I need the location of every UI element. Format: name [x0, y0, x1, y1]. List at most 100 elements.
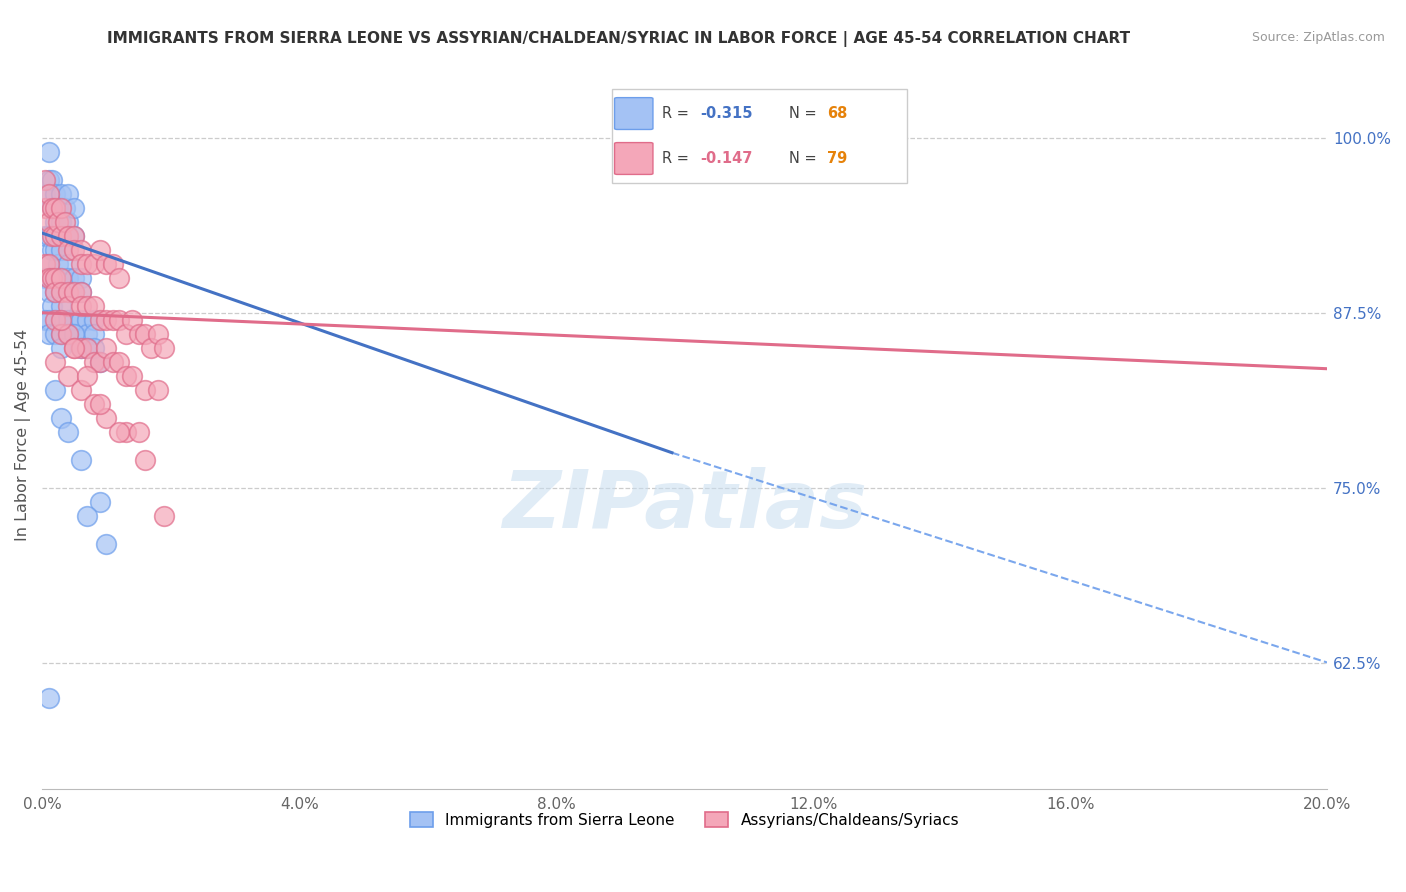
Point [38, 257, 60, 271]
Point [38, 312, 60, 326]
Point [69, 285, 91, 299]
Point [69, 270, 91, 285]
Point [141, 341, 163, 355]
Point [56, 186, 79, 201]
Point [146, 383, 169, 397]
Point [76, 326, 98, 341]
Point [51, 270, 73, 285]
Point [128, 326, 150, 341]
Point [51, 312, 73, 326]
Point [44, 326, 66, 341]
Point [56, 326, 79, 341]
Point [41, 201, 63, 215]
Point [108, 270, 131, 285]
Point [76, 312, 98, 326]
FancyBboxPatch shape [614, 143, 652, 175]
Point [44, 201, 66, 215]
Point [44, 215, 66, 229]
Point [83, 326, 105, 341]
Text: -0.315: -0.315 [700, 106, 752, 121]
Point [51, 201, 73, 215]
Point [63, 243, 86, 257]
Point [83, 341, 105, 355]
Point [108, 355, 131, 369]
Text: IMMIGRANTS FROM SIERRA LEONE VS ASSYRIAN/CHALDEAN/SYRIAC IN LABOR FORCE | AGE 45: IMMIGRANTS FROM SIERRA LEONE VS ASSYRIAN… [107, 31, 1130, 47]
Text: R =: R = [662, 106, 693, 121]
Point [46, 257, 69, 271]
Point [44, 270, 66, 285]
Point [41, 201, 63, 215]
Point [63, 341, 86, 355]
Point [96, 312, 118, 326]
Point [76, 299, 98, 313]
Point [134, 452, 156, 467]
Point [44, 312, 66, 326]
Text: -0.147: -0.147 [700, 151, 752, 166]
Point [56, 326, 79, 341]
Point [69, 341, 91, 355]
Point [114, 368, 136, 383]
Point [53, 215, 76, 229]
Point [38, 285, 60, 299]
Point [44, 243, 66, 257]
Point [63, 201, 86, 215]
Point [153, 341, 176, 355]
Point [44, 228, 66, 243]
Point [76, 508, 98, 523]
Point [44, 355, 66, 369]
Point [56, 228, 79, 243]
Text: 68: 68 [827, 106, 848, 121]
Point [69, 243, 91, 257]
Point [134, 326, 156, 341]
Point [44, 285, 66, 299]
Point [69, 299, 91, 313]
Point [34, 186, 56, 201]
Point [83, 299, 105, 313]
Point [44, 270, 66, 285]
Point [76, 341, 98, 355]
Point [41, 243, 63, 257]
Point [83, 257, 105, 271]
Point [63, 341, 86, 355]
Point [56, 228, 79, 243]
Text: Source: ZipAtlas.com: Source: ZipAtlas.com [1251, 31, 1385, 45]
Point [101, 257, 124, 271]
Point [69, 312, 91, 326]
Point [96, 536, 118, 550]
Point [89, 397, 111, 411]
Point [89, 494, 111, 508]
Point [34, 228, 56, 243]
Point [96, 341, 118, 355]
Point [56, 270, 79, 285]
Point [51, 299, 73, 313]
Point [51, 410, 73, 425]
Point [41, 173, 63, 187]
Point [69, 452, 91, 467]
Text: N =: N = [789, 151, 821, 166]
Point [38, 257, 60, 271]
Point [44, 285, 66, 299]
Point [146, 326, 169, 341]
Point [56, 243, 79, 257]
Point [76, 368, 98, 383]
Y-axis label: In Labor Force | Age 45-54: In Labor Force | Age 45-54 [15, 329, 31, 541]
Point [51, 243, 73, 257]
Point [76, 257, 98, 271]
Point [56, 299, 79, 313]
Point [108, 312, 131, 326]
Point [51, 285, 73, 299]
Point [38, 690, 60, 705]
Point [38, 270, 60, 285]
Text: R =: R = [662, 151, 693, 166]
Point [34, 270, 56, 285]
Point [51, 228, 73, 243]
Point [89, 243, 111, 257]
Point [121, 368, 143, 383]
Point [41, 228, 63, 243]
Legend: Immigrants from Sierra Leone, Assyrians/Chaldeans/Syriacs: Immigrants from Sierra Leone, Assyrians/… [404, 805, 966, 834]
Point [101, 312, 124, 326]
Point [38, 215, 60, 229]
Point [89, 312, 111, 326]
Point [89, 355, 111, 369]
Point [51, 326, 73, 341]
